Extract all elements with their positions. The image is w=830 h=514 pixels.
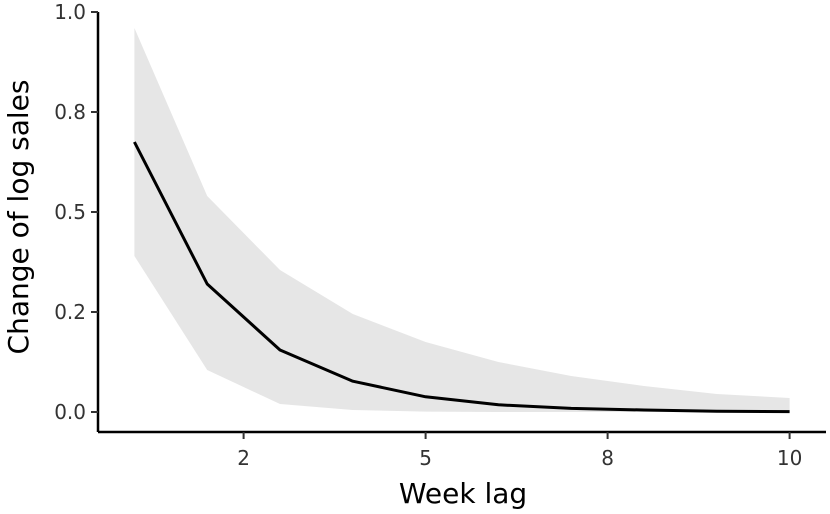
x-axis-title: Week lag	[399, 477, 527, 510]
confidence-band-layer	[134, 28, 790, 412]
y-tick-label: 0.2	[54, 300, 86, 324]
y-tick-label: 0.5	[54, 200, 86, 224]
y-tick-label: 0.0	[54, 400, 86, 424]
y-tick-label: 1.0	[54, 0, 86, 24]
x-tick-label: 2	[237, 446, 250, 470]
series-line	[133, 141, 790, 414]
x-tick-label: 10	[777, 446, 802, 470]
line-layer	[133, 141, 790, 414]
ticks: 0.0 0.2 0.5 0.8 1.0 2 5 8 10	[54, 0, 802, 470]
y-axis-title: Change of log sales	[2, 80, 35, 355]
confidence-band	[134, 28, 790, 412]
x-tick-label: 5	[419, 446, 432, 470]
y-tick-label: 0.8	[54, 100, 86, 124]
x-tick-label: 8	[601, 446, 614, 470]
axes	[96, 12, 826, 434]
